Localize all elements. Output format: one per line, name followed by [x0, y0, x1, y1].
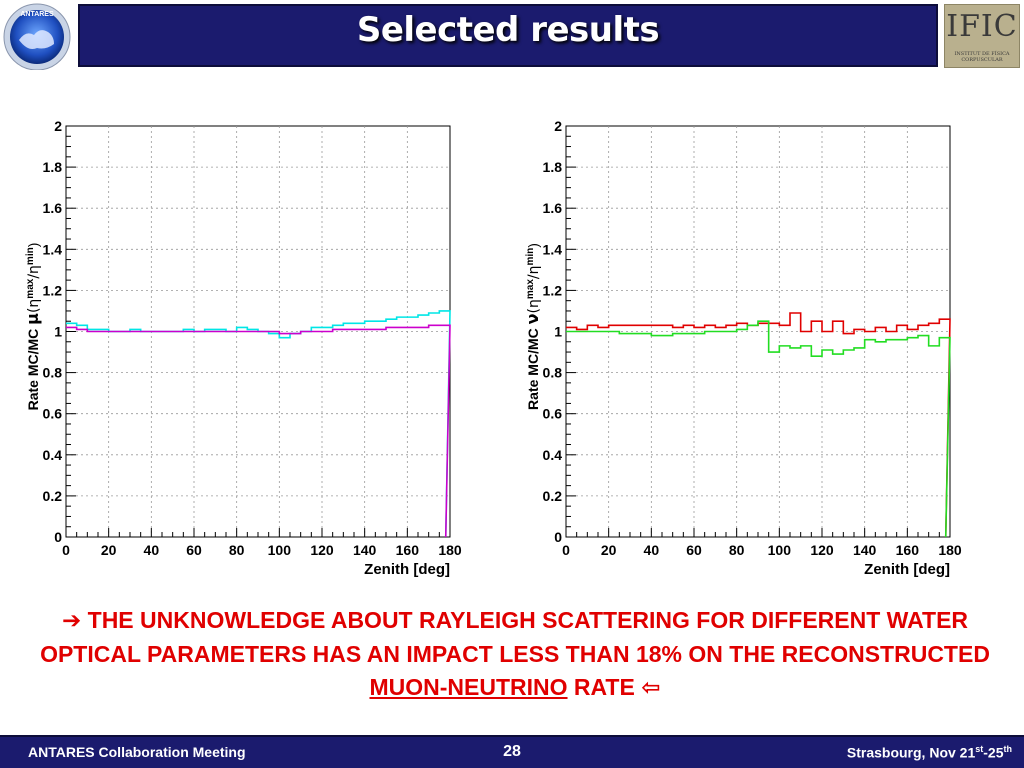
x-axis-label: Zenith [deg]: [364, 561, 450, 578]
x-tick-label: 140: [853, 542, 877, 558]
statement-line-1: ➔ THE UNKNOWLEDGE ABOUT RAYLEIGH SCATTER…: [61, 607, 969, 634]
x-tick-label: 60: [186, 542, 202, 558]
y-tick-label: 1.2: [543, 282, 563, 298]
series-line-0: [566, 312, 951, 538]
y-tick-label: 0: [54, 529, 62, 545]
x-tick-label: 0: [62, 542, 70, 558]
antares-logo: ANTARES: [2, 2, 72, 71]
x-tick-label: 20: [601, 542, 617, 558]
y-tick-label: 2: [554, 118, 562, 134]
arrow-right-icon: ➔: [61, 608, 82, 634]
arrow-left-icon: ⇦: [641, 675, 661, 701]
y-tick-label: 1.6: [43, 200, 63, 216]
y-axis-label: Rate MC/MC ν(ηmax/ηmin): [523, 243, 542, 410]
y-tick-label: 0.6: [43, 406, 63, 422]
statement-line-3: MUON-NEUTRINO RATE ⇦: [369, 674, 661, 701]
x-tick-label: 80: [729, 542, 745, 558]
y-tick-label: 0.8: [43, 365, 63, 381]
x-tick-label: 60: [686, 542, 702, 558]
x-tick-label: 100: [768, 542, 792, 558]
y-tick-label: 0.4: [543, 447, 563, 463]
footer-meeting-name: ANTARES Collaboration Meeting: [28, 744, 246, 760]
y-tick-label: 0.8: [543, 365, 563, 381]
x-tick-label: 100: [268, 542, 292, 558]
footer-bar: ANTARES Collaboration Meeting 28 Strasbo…: [0, 735, 1024, 768]
conclusion-statement: ➔ THE UNKNOWLEDGE ABOUT RAYLEIGH SCATTER…: [20, 604, 1010, 705]
y-tick-label: 0: [554, 529, 562, 545]
x-tick-label: 160: [896, 542, 920, 558]
y-tick-label: 1.2: [43, 282, 63, 298]
header-bar: [78, 4, 938, 67]
y-tick-label: 1.6: [543, 200, 563, 216]
x-tick-label: 20: [101, 542, 117, 558]
x-tick-label: 40: [144, 542, 160, 558]
y-tick-label: 0.4: [43, 447, 63, 463]
statement-line-2: OPTICAL PARAMETERS HAS AN IMPACT LESS TH…: [40, 641, 990, 667]
y-tick-label: 0.6: [543, 406, 563, 422]
y-tick-label: 0.2: [543, 488, 563, 504]
ific-logo-subtitle: INSTITUT DE FÍSICA CORPUSCULAR: [954, 51, 1010, 63]
chart-neutrino-rate: 0 20 40 60 80 100 120 140 160 180 0 0.2 0.4 0.6 0.8 1 1.…: [520, 110, 970, 595]
y-tick-label: 1.8: [543, 159, 563, 175]
chart-neutrino-rate-svg: 0 20 40 60 80 100 120 140 160 180 0 0.2 0.4 0.6 0.8 1 1.…: [523, 118, 962, 578]
x-tick-label: 160: [396, 542, 420, 558]
ific-logo-name: IFIC: [946, 9, 1018, 44]
page-title: Selected results: [356, 10, 660, 50]
ific-logo: IFIC INSTITUT DE FÍSICA CORPUSCULAR: [944, 4, 1020, 68]
page-number: 28: [503, 743, 521, 760]
x-tick-label: 40: [644, 542, 660, 558]
x-tick-label: 140: [353, 542, 377, 558]
footer-location-date: Strasbourg, Nov 21st-25th: [846, 744, 1012, 761]
y-tick-label: 1: [54, 324, 62, 340]
x-tick-label: 120: [310, 542, 334, 558]
chart-muon-rate: 0 20 40 60 80 100 120 140 160 180 0 0.2 0.4 0.6 0.8 1 1.…: [20, 110, 470, 595]
x-axis-label: Zenith [deg]: [864, 561, 950, 578]
x-tick-label: 180: [438, 542, 462, 558]
series-line-1: [566, 320, 951, 538]
y-tick-label: 0.2: [43, 488, 63, 504]
y-tick-label: 1.4: [543, 241, 563, 257]
series-line-1: [66, 324, 451, 538]
x-tick-label: 120: [810, 542, 834, 558]
y-tick-label: 1: [554, 324, 562, 340]
x-tick-label: 0: [562, 542, 570, 558]
y-tick-label: 2: [54, 118, 62, 134]
y-tick-label: 1.4: [43, 241, 63, 257]
y-tick-label: 1.8: [43, 159, 63, 175]
x-tick-label: 80: [229, 542, 245, 558]
y-axis-label: Rate MC/MC μ(ηmax/ηmin): [23, 243, 42, 411]
svg-text:ANTARES: ANTARES: [20, 11, 54, 18]
x-tick-label: 180: [938, 542, 962, 558]
chart-muon-rate-svg: 0 20 40 60 80 100 120 140 160 180 0 0.2 0.4 0.6 0.8 1 1.…: [23, 118, 462, 578]
